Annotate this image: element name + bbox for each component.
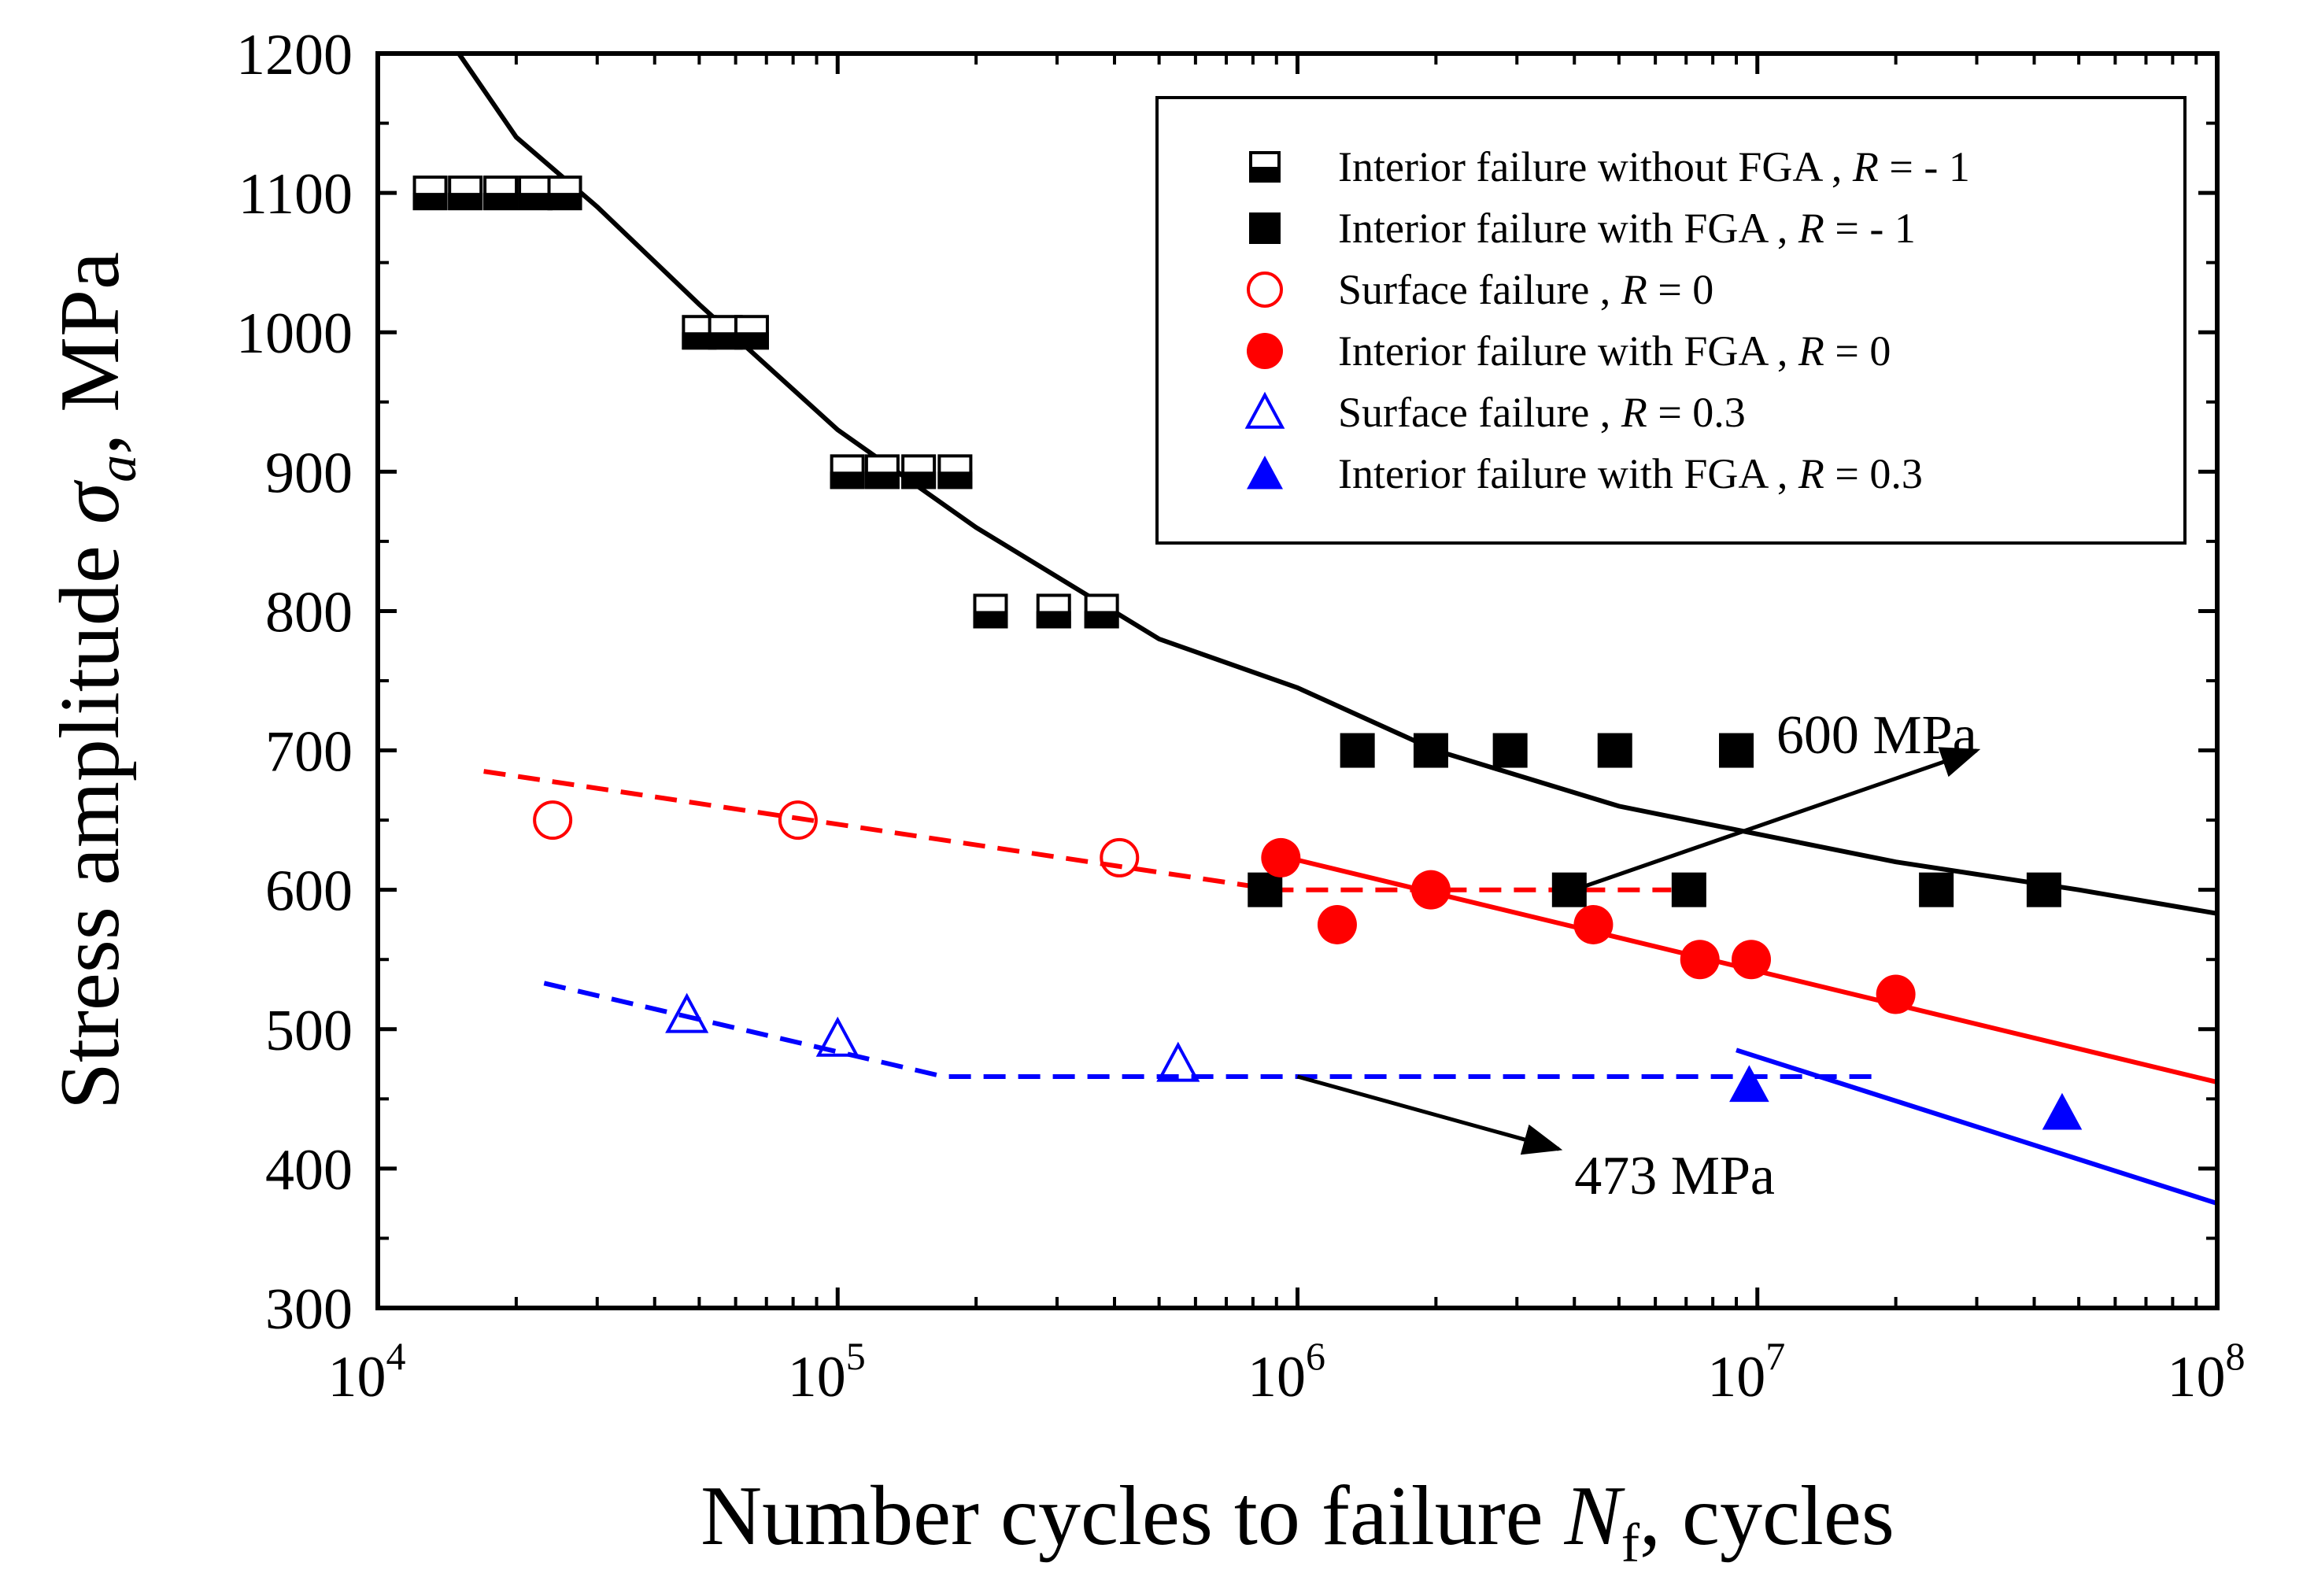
data-points: [412, 175, 2083, 1130]
legend-box: [1155, 96, 2187, 545]
fit-red-dashed: [483, 769, 1672, 892]
data-point: [448, 175, 483, 211]
data-point: [1410, 870, 1451, 910]
data-point: [518, 175, 553, 211]
legend-marker: [1249, 212, 1281, 244]
legend: Interior failure without FGA , R = - 1 In…: [1155, 96, 2187, 545]
data-point: [547, 175, 582, 211]
x-tick-label: 105: [788, 1334, 866, 1409]
y-tick-label: 700: [265, 720, 353, 785]
fit-blue-dashed: [543, 981, 1875, 1079]
fit-blue-solid: [1736, 1047, 2218, 1206]
data-point: [1876, 974, 1916, 1014]
x-tick-label: 108: [2168, 1334, 2246, 1409]
data-point: [412, 175, 448, 211]
data-point: [483, 175, 519, 211]
data-point: [1732, 940, 1772, 980]
legend-item: Interior failure without FGA , R = - 1: [1249, 143, 1970, 190]
data-point: [1573, 904, 1614, 944]
data-point: [1729, 1065, 1769, 1103]
legend-marker: [1244, 391, 1285, 429]
legend-item: Interior failure with FGA , R = - 1: [1249, 205, 1916, 252]
legend-marker: [1247, 272, 1283, 308]
legend-marker: [1247, 333, 1283, 369]
legend-label: Surface failure , R = 0: [1338, 266, 1713, 313]
legend-marker: [1247, 456, 1283, 490]
series-0: [412, 175, 1119, 629]
x-tick-label: 104: [328, 1334, 406, 1409]
data-point: [778, 800, 818, 840]
data-point: [901, 454, 937, 490]
data-point: [665, 992, 709, 1033]
data-point: [1036, 593, 1071, 629]
data-point: [1492, 733, 1528, 768]
series-2: [533, 800, 1140, 877]
y-tick-label: 400: [265, 1138, 353, 1203]
annotation-label: 473 MPa: [1574, 1146, 1775, 1206]
data-point: [973, 593, 1008, 629]
legend-label: Interior failure with FGA , R = - 1: [1338, 205, 1916, 252]
axes: 300 400 500 600 700 800 900 1000 1100 1200 104 105 1…: [43, 23, 2246, 1574]
data-point: [815, 1016, 859, 1057]
legend-item: Interior failure with FGA , R = 0.3: [1247, 450, 1923, 497]
annotation-label: 600 MPa: [1776, 705, 1977, 766]
x-tick-label: 106: [1248, 1334, 1325, 1409]
data-point: [682, 315, 717, 350]
legend-item: Surface failure , R = 0: [1247, 266, 1713, 313]
series-4: [665, 992, 1200, 1082]
data-point: [937, 454, 973, 490]
data-point: [1597, 733, 1632, 768]
annotation-600: 600 MPa: [1573, 705, 1981, 892]
y-tick-label: 1000: [236, 301, 353, 366]
data-point: [2042, 1092, 2083, 1130]
series-1: [1248, 733, 2061, 907]
data-point: [1248, 872, 1283, 907]
data-point: [1084, 593, 1119, 629]
y-tick-label: 1200: [236, 23, 353, 87]
data-point: [864, 454, 900, 490]
data-point: [2026, 872, 2061, 907]
y-tick-label: 300: [265, 1277, 353, 1342]
data-point: [1100, 837, 1140, 877]
legend-label: Interior failure without FGA , R = - 1: [1338, 143, 1970, 190]
annotation-473: 473 MPa: [1296, 1074, 1775, 1206]
y-tick-label: 1100: [238, 162, 353, 227]
legend-item: Interior failure with FGA , R = 0: [1247, 327, 1891, 375]
data-point: [533, 800, 573, 840]
legend-label: Interior failure with FGA , R = 0: [1338, 327, 1891, 375]
data-point: [1156, 1041, 1200, 1082]
series-5: [1729, 1065, 2083, 1130]
legend-item: Surface failure , R = 0.3: [1244, 389, 1746, 436]
data-point: [1719, 733, 1754, 768]
y-tick-label: 500: [265, 999, 353, 1063]
legend-label: Interior failure with FGA , R = 0.3: [1338, 450, 1923, 497]
y-tick-label: 800: [265, 580, 353, 645]
x-axis-title: Number cycles to failure Nf, cycles: [701, 1469, 1895, 1574]
legend-label: Surface failure , R = 0.3: [1338, 389, 1746, 436]
x-tick-label: 107: [1707, 1334, 1785, 1409]
data-point: [1551, 872, 1587, 907]
y-axis-title: Stress amplitude σa, MPa: [43, 252, 148, 1110]
y-tick-label: 900: [265, 441, 353, 505]
fit-black-solid: [457, 52, 2218, 916]
data-point: [1671, 872, 1706, 907]
data-point: [1680, 940, 1720, 980]
annotation-arrow: [1573, 747, 1981, 892]
data-point: [1261, 837, 1301, 877]
data-point: [734, 315, 769, 350]
annotation-arrow: [1296, 1074, 1563, 1155]
data-point: [830, 454, 865, 490]
data-point: [1919, 872, 1954, 907]
data-point: [1340, 733, 1375, 768]
legend-marker: [1249, 151, 1281, 183]
annotations: 600 MPa 473 MPa: [1296, 705, 1981, 1206]
data-point: [1413, 733, 1448, 768]
series-3: [1261, 837, 1916, 1014]
y-tick-label: 600: [265, 859, 353, 924]
data-point: [1317, 904, 1357, 944]
